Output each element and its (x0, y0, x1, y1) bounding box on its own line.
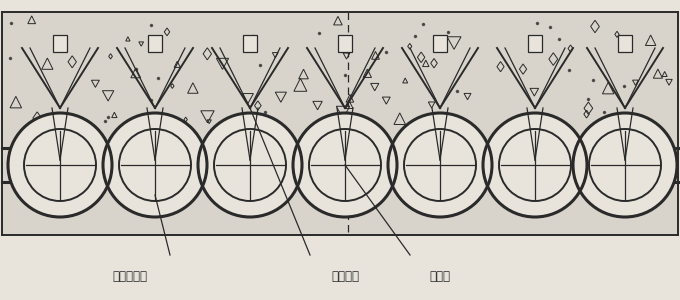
Text: 耗磨浇注料: 耗磨浇注料 (112, 270, 148, 283)
Text: 螺纹销钉: 螺纹销钉 (331, 270, 359, 283)
Circle shape (573, 113, 677, 217)
Circle shape (293, 113, 397, 217)
Bar (148, 35, 162, 52)
Circle shape (198, 113, 302, 217)
Bar (338, 35, 352, 52)
Bar (433, 35, 447, 52)
Bar (243, 35, 257, 52)
Circle shape (388, 113, 492, 217)
Circle shape (103, 113, 207, 217)
Bar (53, 35, 67, 52)
Bar (618, 35, 632, 52)
Circle shape (8, 113, 112, 217)
Text: 水冷壁: 水冷壁 (430, 270, 450, 283)
Bar (528, 35, 542, 52)
Circle shape (483, 113, 587, 217)
Bar (2, 12, 678, 235)
